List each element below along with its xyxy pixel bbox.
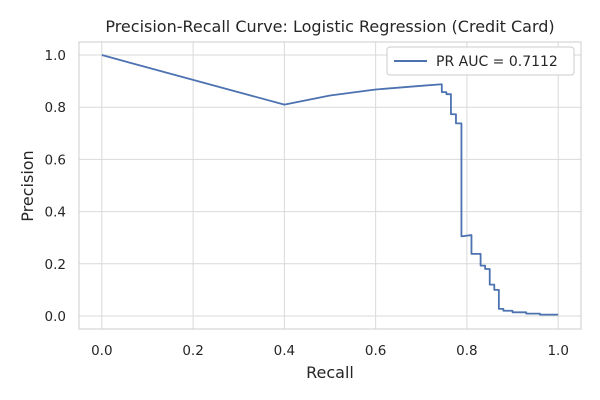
x-tick-label: 1.0 <box>547 343 568 359</box>
y-tick-label: 0.6 <box>45 152 66 168</box>
series-layer <box>101 54 559 316</box>
y-tick-label: 1.0 <box>45 48 66 64</box>
x-tick-label: 0.6 <box>365 343 386 359</box>
plot-frame <box>78 41 582 330</box>
y-axis-label: Precision <box>18 150 37 221</box>
chart-title: Precision-Recall Curve: Logistic Regress… <box>105 17 554 36</box>
x-axis-label: Recall <box>306 363 354 382</box>
y-tick-label: 0.0 <box>45 309 66 325</box>
x-tick-label: 0.4 <box>274 343 295 359</box>
plot-area <box>79 42 581 329</box>
y-tick-label: 0.8 <box>45 100 66 116</box>
legend-label: PR AUC = 0.7112 <box>436 54 558 70</box>
x-tick-label: 0.0 <box>91 343 112 359</box>
grid <box>79 42 581 329</box>
legend-box <box>386 46 575 76</box>
x-tick-label: 0.8 <box>456 343 477 359</box>
y-tick-label: 0.2 <box>45 257 66 273</box>
legend: PR AUC = 0.7112 <box>386 46 575 76</box>
y-tick-label: 0.4 <box>45 205 66 221</box>
pr-curve-line <box>101 54 559 316</box>
x-axis-ticks: 0.0 0.2 0.4 0.6 0.8 1.0 <box>91 343 569 359</box>
x-tick-label: 0.2 <box>182 343 203 359</box>
y-axis-ticks: 0.0 0.2 0.4 0.6 0.8 1.0 <box>45 48 66 325</box>
